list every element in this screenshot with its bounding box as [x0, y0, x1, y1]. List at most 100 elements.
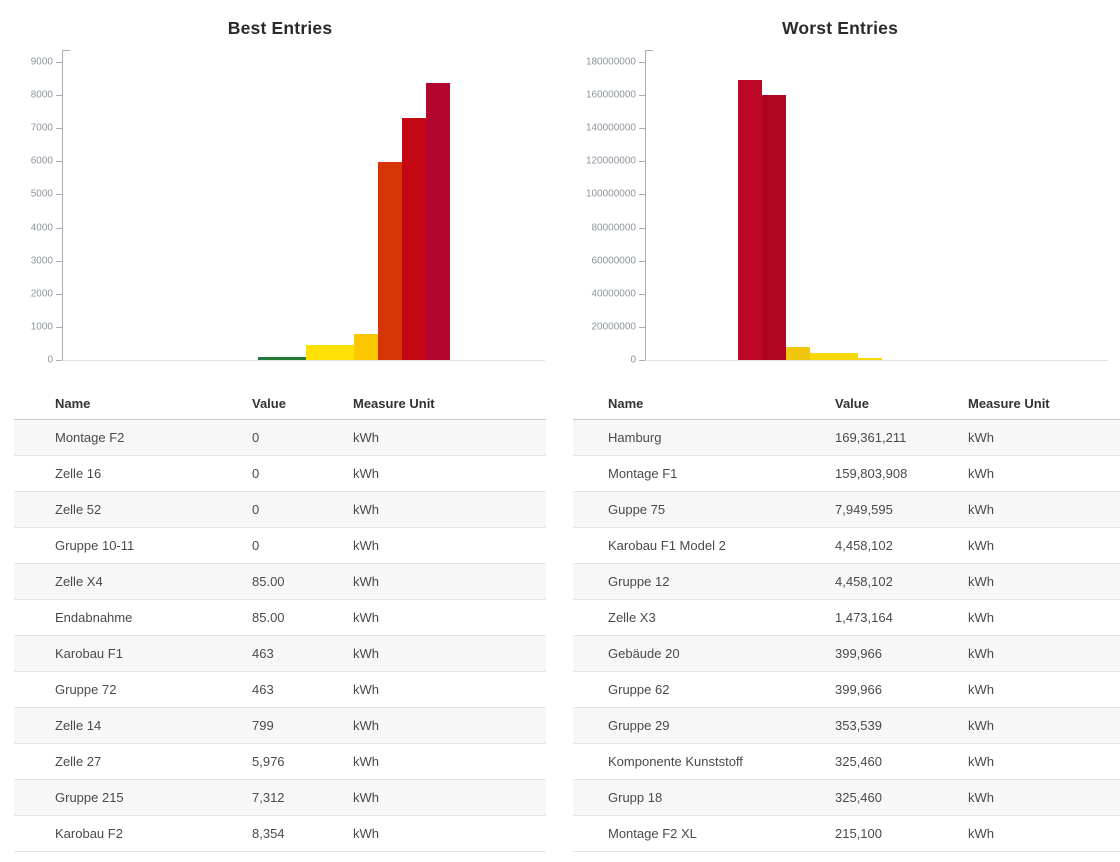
y-axis-tick	[639, 128, 645, 129]
worst-entries-title: Worst Entries	[781, 18, 899, 38]
entry-name: Hamburg	[608, 430, 662, 445]
entry-value: 399,966	[835, 682, 882, 697]
entry-name: Zelle 16	[55, 466, 102, 481]
table-row: Montage F1 159,803,908 kWh	[573, 456, 1120, 492]
y-axis-tick-label: 100000000	[585, 188, 636, 200]
bar-gruppe-12[interactable]	[834, 353, 858, 360]
y-axis-tick	[639, 95, 645, 96]
entry-value: 463	[252, 646, 274, 661]
bar-karobau-f2[interactable]	[426, 83, 450, 360]
y-axis-tick-label: 1000	[30, 321, 53, 333]
bar-zelle-14[interactable]	[354, 334, 378, 360]
entry-name: Montage F2	[55, 430, 125, 445]
y-axis-tick-label: 9000	[30, 56, 53, 68]
table-row: Gruppe 10-11 0 kWh	[14, 528, 546, 564]
entry-value: 215,100	[835, 826, 882, 841]
entry-value: 169,361,211	[835, 430, 907, 445]
y-axis-tick-label: 20000000	[591, 321, 637, 333]
entry-value: 159,803,908	[835, 466, 908, 481]
entry-measure-unit: kWh	[968, 826, 994, 841]
entry-name: Gruppe 72	[55, 682, 117, 697]
table-header-row: Name Value Measure Unit	[14, 388, 546, 420]
entry-measure-unit: kWh	[968, 646, 994, 661]
entry-value: 85.00	[252, 610, 285, 625]
y-axis-tick-label: 5000	[30, 188, 53, 200]
y-axis-tick-label: 6000	[30, 155, 53, 167]
entry-value: 4,458,102	[835, 538, 893, 553]
entry-measure-unit: kWh	[353, 466, 379, 481]
table-row: Karobau F2 8,354 kWh	[14, 816, 546, 852]
table-row: Endabnahme 85.00 kWh	[14, 600, 546, 636]
bar-gruppe-72[interactable]	[330, 345, 354, 360]
entry-name: Gruppe 215	[55, 790, 124, 805]
table-header-row: Name Value Measure Unit	[573, 388, 1120, 420]
bar-hamburg[interactable]	[738, 80, 762, 360]
name-column-header: Name	[608, 396, 644, 411]
table-row: Zelle X4 85.00 kWh	[14, 564, 546, 600]
entry-name: Gebäude 20	[608, 646, 680, 661]
entry-name: Zelle X4	[55, 574, 103, 589]
table-row: Guppe 75 7,949,595 kWh	[573, 492, 1120, 528]
table-row: Grupp 18 325,460 kWh	[573, 780, 1120, 816]
y-axis-tick-label: 0	[47, 354, 53, 366]
entry-name: Gruppe 29	[608, 718, 670, 733]
table-row: Gebäude 20 399,966 kWh	[573, 636, 1120, 672]
entry-measure-unit: kWh	[353, 610, 379, 625]
y-axis-tick	[56, 95, 62, 96]
y-axis-tick	[639, 161, 645, 162]
entry-value: 1,473,164	[835, 610, 893, 625]
entry-value: 85.00	[252, 574, 285, 589]
entry-name: Gruppe 10-11	[55, 538, 135, 553]
best-entries-bar-chart: 0 1000 2000 3000 4000 5000 6000 7000 8000 9000	[0, 0, 560, 375]
y-axis-tick	[639, 194, 645, 195]
worst-entries-table: Name Value Measure Unit Hamburg 169,361,2…	[573, 388, 1120, 852]
bar-gruppe-215[interactable]	[402, 118, 426, 360]
entry-value: 325,460	[835, 754, 882, 769]
entry-name: Karobau F2	[55, 826, 123, 841]
bar-montage-f1[interactable]	[762, 95, 786, 360]
y-axis-tick-label: 140000000	[585, 122, 636, 134]
value-column-header: Value	[252, 396, 286, 411]
entry-measure-unit: kWh	[353, 430, 379, 445]
table-row: Zelle X3 1,473,164 kWh	[573, 600, 1120, 636]
entry-name: Zelle X3	[608, 610, 656, 625]
y-axis-tick-label: 160000000	[585, 89, 636, 101]
table-row: Zelle 16 0 kWh	[14, 456, 546, 492]
y-axis-line	[645, 50, 646, 361]
name-column-header: Name	[55, 396, 91, 411]
entry-name: Zelle 14	[55, 718, 102, 733]
y-axis-tick	[56, 261, 62, 262]
entry-measure-unit: kWh	[353, 502, 379, 517]
y-axis-tick-label: 3000	[30, 255, 53, 267]
y-axis-tick	[56, 128, 62, 129]
entry-measure-unit: kWh	[353, 574, 379, 589]
bar-karobau-f1-model-2[interactable]	[810, 353, 834, 360]
y-axis-tick	[56, 228, 62, 229]
bar-karobau-f1[interactable]	[306, 345, 330, 360]
measure-unit-column-header: Measure Unit	[968, 396, 1050, 411]
y-axis-tick	[639, 327, 645, 328]
entry-value: 4,458,102	[835, 574, 893, 589]
y-axis-tick	[639, 261, 645, 262]
entry-value: 0	[252, 502, 260, 517]
bar-zelle-27[interactable]	[378, 162, 402, 360]
table-row: Gruppe 72 463 kWh	[14, 672, 546, 708]
entry-measure-unit: kWh	[968, 538, 994, 553]
bar-zelle-x4[interactable]	[258, 357, 282, 360]
entry-measure-unit: kWh	[968, 430, 994, 445]
y-axis-tick-label: 2000	[30, 288, 53, 300]
entry-name: Grupp 18	[608, 790, 663, 805]
entry-name: Endabnahme	[55, 610, 133, 625]
table-row: Zelle 14 799 kWh	[14, 708, 546, 744]
y-axis-tick	[56, 360, 62, 361]
entry-measure-unit: kWh	[968, 574, 994, 589]
best-entries-table: Name Value Measure Unit Montage F2 0 kWh Ze…	[14, 388, 546, 852]
bar-endabnahme[interactable]	[282, 357, 306, 360]
bar-zelle-x3[interactable]	[858, 358, 882, 360]
entry-name: Karobau F1 Model 2	[608, 538, 726, 553]
y-axis-tick-label: 40000000	[591, 288, 637, 300]
bar-guppe-75[interactable]	[786, 347, 810, 360]
entry-measure-unit: kWh	[353, 826, 379, 841]
y-axis-tick	[56, 161, 62, 162]
